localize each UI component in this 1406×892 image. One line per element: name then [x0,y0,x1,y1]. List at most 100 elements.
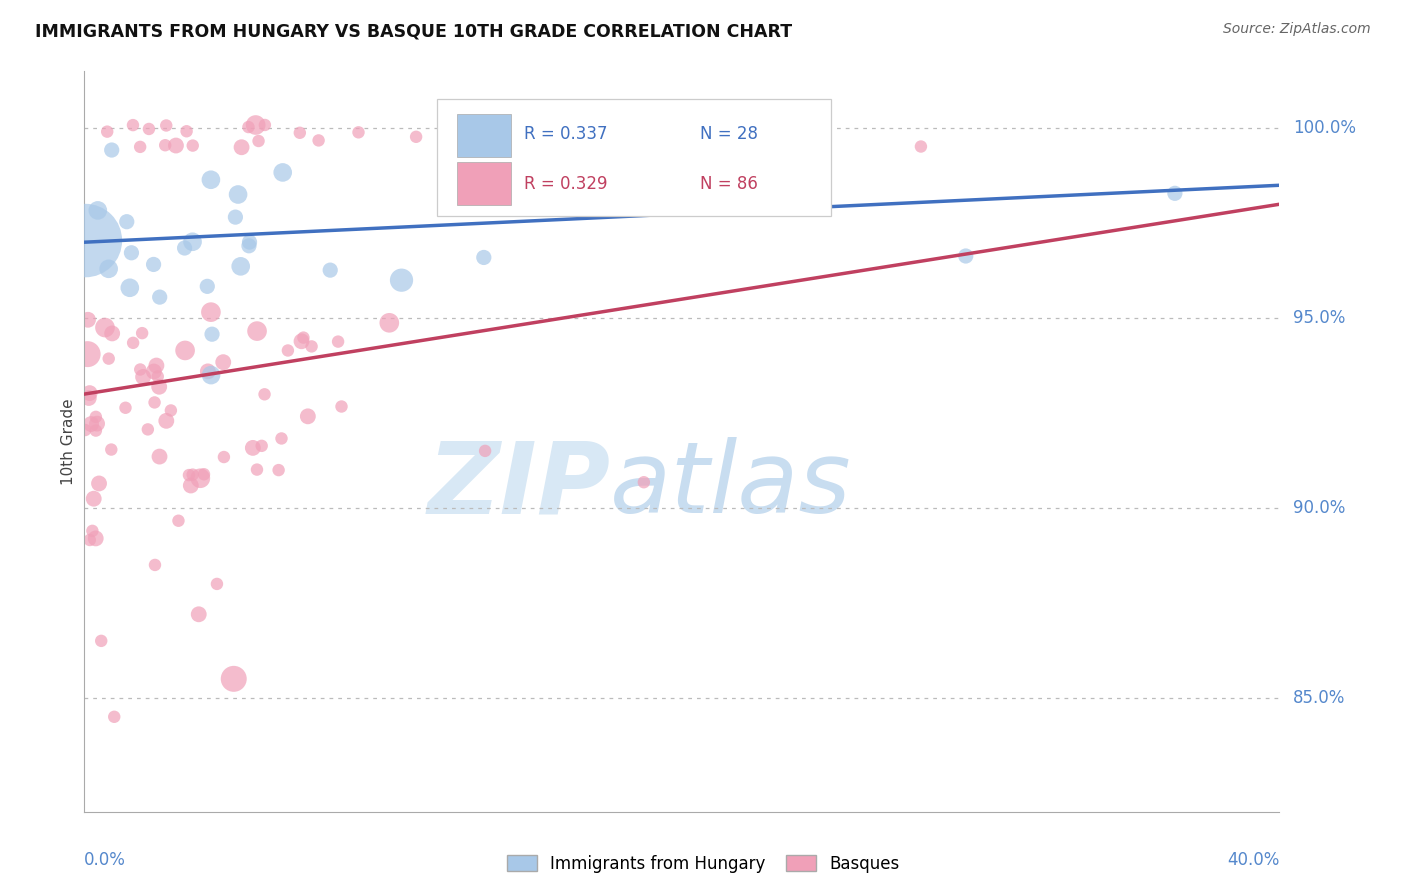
Point [472,164,495,178]
Point [292,330,315,344]
Point [461,169,484,184]
Text: IMMIGRANTS FROM HUNGARY VS BASQUE 10TH GRADE CORRELATION CHART: IMMIGRANTS FROM HUNGARY VS BASQUE 10TH G… [35,22,792,40]
Point [212,355,235,369]
Point [180,478,202,492]
Point [205,577,228,591]
Point [231,140,253,154]
Point [87,476,110,491]
Point [97,351,120,366]
Point [129,140,152,154]
Point [201,327,224,342]
FancyBboxPatch shape [457,161,510,204]
Point [246,462,269,476]
Text: R = 0.329: R = 0.329 [524,175,607,193]
Point [76,347,98,361]
Point [222,672,245,686]
Point [955,249,977,263]
Point [132,370,155,384]
Point [142,364,165,378]
FancyBboxPatch shape [437,99,831,216]
Point [229,260,252,274]
Point [79,386,101,401]
Point [253,118,276,132]
Point [138,122,160,136]
Point [187,607,209,622]
Text: Source: ZipAtlas.com: Source: ZipAtlas.com [1223,22,1371,37]
Point [181,138,204,153]
Point [301,339,323,353]
Point [146,369,169,384]
Point [200,368,222,383]
Text: N = 28: N = 28 [700,125,758,144]
Point [103,710,125,724]
Point [79,533,101,547]
Point [277,343,299,358]
Point [155,119,177,133]
Point [176,124,198,138]
Point [143,558,166,572]
Point [200,305,222,319]
Point [94,320,117,334]
Point [245,118,267,132]
Point [148,380,170,394]
Point [288,126,311,140]
Point [242,441,264,455]
Point [195,279,218,293]
Point [129,362,152,376]
Point [155,138,177,153]
Point [86,417,108,431]
Point [297,409,319,424]
Point [200,173,222,187]
Point [226,187,249,202]
Point [181,467,204,482]
Point [167,514,190,528]
Point [122,118,145,132]
Point [142,257,165,271]
Point [155,414,177,428]
Point [101,326,124,341]
Point [474,443,496,458]
Point [250,439,273,453]
Point [271,165,294,179]
Legend: Immigrants from Hungary, Basques: Immigrants from Hungary, Basques [501,848,905,880]
Point [326,334,349,349]
Text: atlas: atlas [610,437,852,534]
Point [75,234,97,248]
Point [149,290,172,304]
Point [174,343,197,358]
Point [100,143,122,157]
Point [165,138,187,153]
Point [347,125,370,139]
Point [212,450,235,464]
Y-axis label: 10th Grade: 10th Grade [60,398,76,485]
Point [82,524,104,538]
Point [80,417,103,431]
Text: 40.0%: 40.0% [1227,851,1279,869]
Point [122,335,145,350]
Point [177,468,200,483]
Point [246,324,269,338]
Point [136,422,159,436]
Point [145,359,167,373]
Point [83,491,105,506]
Point [253,387,276,401]
Point [148,450,170,464]
Point [143,395,166,409]
Point [84,409,107,424]
FancyBboxPatch shape [457,113,510,156]
Point [247,134,270,148]
Text: 95.0%: 95.0% [1294,310,1346,327]
Text: N = 86: N = 86 [700,175,758,193]
Point [90,633,112,648]
Text: R = 0.337: R = 0.337 [524,125,607,144]
Point [267,463,290,477]
Point [308,133,330,147]
Point [238,235,260,249]
Point [131,326,153,340]
Text: 85.0%: 85.0% [1294,689,1346,706]
Point [197,364,219,378]
Point [75,423,97,437]
Point [118,281,141,295]
Point [115,215,138,229]
Point [96,125,118,139]
